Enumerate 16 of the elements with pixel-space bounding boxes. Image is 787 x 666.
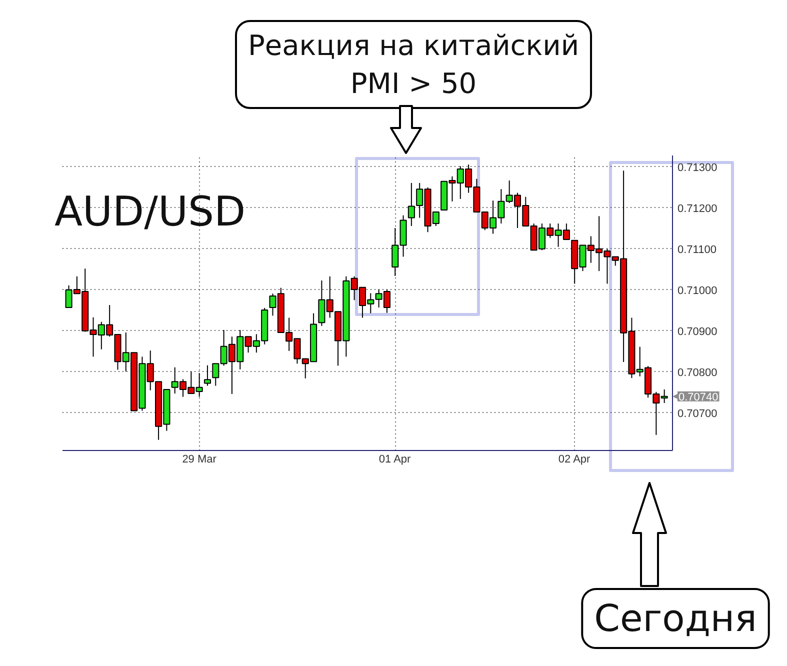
candlestick [408, 182, 415, 226]
y-tick-label: 0.71200 [678, 202, 718, 215]
x-tick-label: 29 Mar [182, 454, 217, 466]
text: Сегодня [594, 597, 757, 640]
y-tick-label: 0.70900 [678, 326, 718, 338]
y-tick-label: 0.70800 [678, 366, 718, 379]
text: 0.70740 [678, 391, 718, 404]
y-tick-label: 0.71100 [678, 244, 716, 256]
x-tick-label: 01 Apr [378, 454, 412, 466]
candlestick [204, 364, 211, 386]
x-tick-label: 02 Apr [558, 454, 591, 466]
y-tick-label: 0.70700 [678, 408, 718, 420]
y-tick-label: 0.71300 [678, 162, 718, 174]
text: Реакция на китайский PMI > 50 [248, 29, 580, 100]
y-tick-label: 0.71000 [678, 284, 718, 297]
text: AUD/USD [54, 188, 246, 236]
